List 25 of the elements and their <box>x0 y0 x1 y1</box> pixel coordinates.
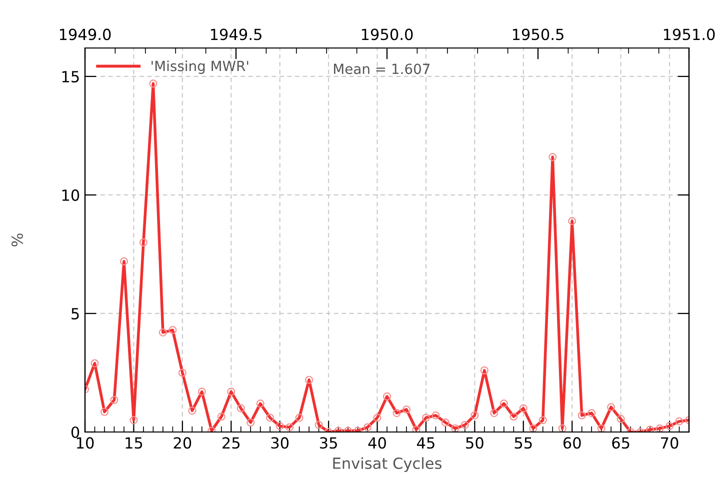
x-tick-label: 65 <box>612 437 630 449</box>
x2-tick-label: 1951.0 <box>664 28 715 40</box>
y-tick-label: 10 <box>62 189 80 201</box>
x-tick-label: 40 <box>368 437 386 449</box>
x-tick-label: 15 <box>126 437 142 449</box>
x2-tick-label: 1950.0 <box>362 28 413 40</box>
x-tick-label: 70 <box>661 437 678 449</box>
y-tick-label: 0 <box>71 426 80 438</box>
x2-tick-label: 1950.5 <box>512 28 564 40</box>
x-tick-label: 25 <box>222 437 240 449</box>
x-tick-label: 30 <box>271 437 289 449</box>
x2-tick-label: 1949.0 <box>60 28 111 40</box>
x-tick-label: 45 <box>416 437 434 449</box>
y-tick-label: 15 <box>62 71 79 82</box>
legend-label: 'Missing MWR' <box>152 60 248 74</box>
x2-tick-label: 1949.5 <box>210 28 262 40</box>
x-tick-label: 60 <box>563 437 581 449</box>
x-axis-title: Envisat Cycles <box>333 457 442 472</box>
x-tick-label: 20 <box>174 437 192 449</box>
x-tick-label: 35 <box>320 437 337 449</box>
x-tick-label: 50 <box>466 437 484 449</box>
x-tick-label: 55 <box>514 437 532 449</box>
y-axis-title: % <box>11 234 24 246</box>
annotation: Mean = 1.607 <box>334 64 430 74</box>
y-tick-label: 5 <box>72 308 79 320</box>
